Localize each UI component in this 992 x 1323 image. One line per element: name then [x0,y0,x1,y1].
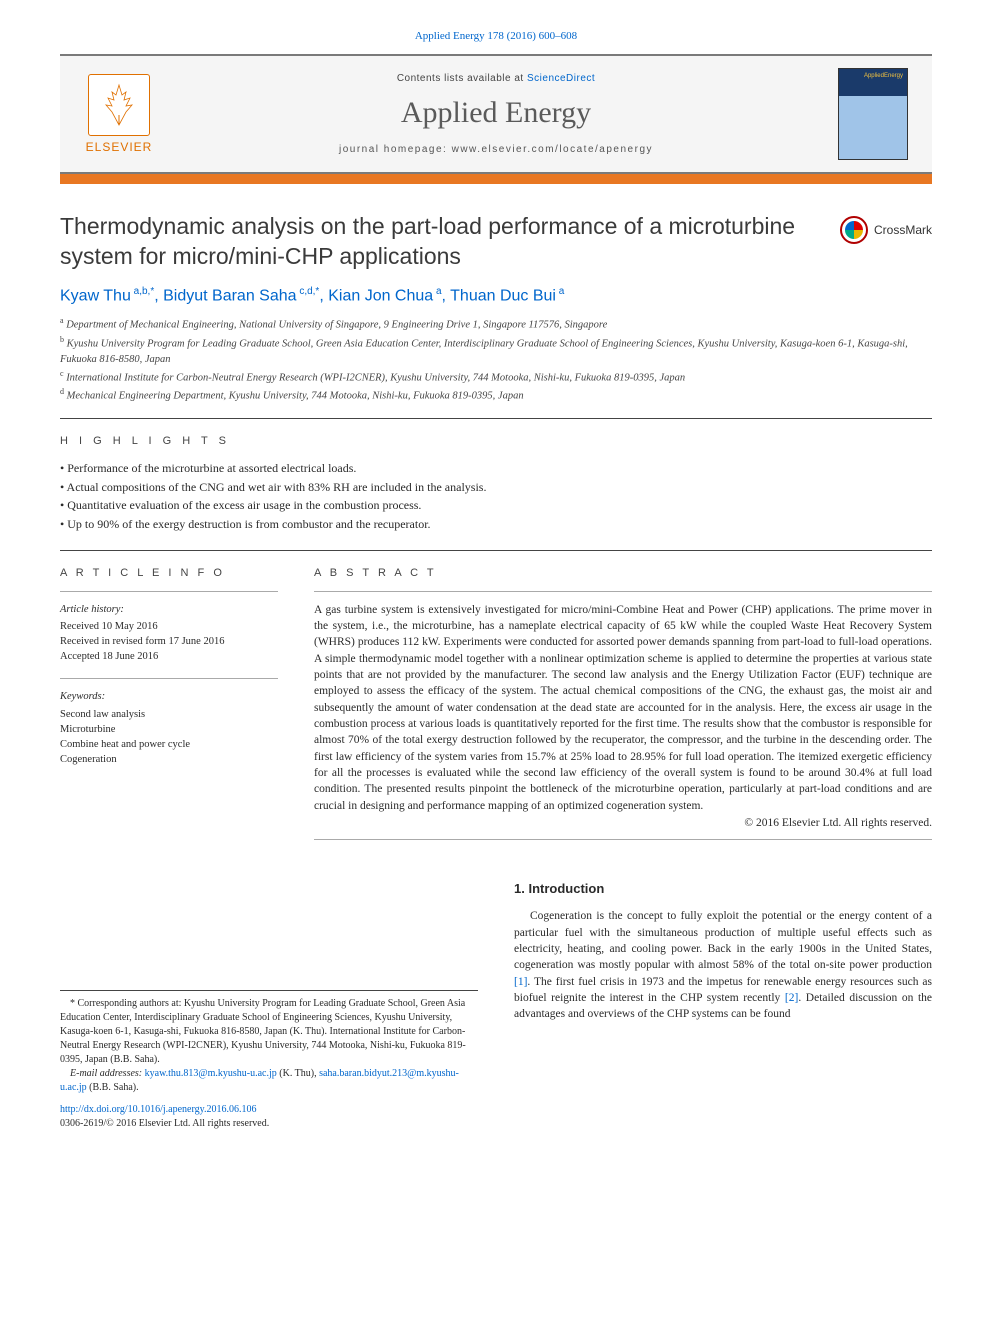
highlight-item: Performance of the microturbine at assor… [60,459,932,478]
sciencedirect-link[interactable]: ScienceDirect [527,73,595,84]
divider-thin [60,591,278,592]
ref-link[interactable]: [2] [785,992,798,1004]
corresponding-label: * Corresponding authors at: [70,998,181,1009]
affiliation: a Department of Mechanical Engineering, … [60,315,932,333]
keyword: Microturbine [60,722,278,737]
journal-banner: ELSEVIER Contents lists available at Sci… [60,54,932,174]
email-owner: (K. Thu), [277,1068,319,1079]
contents-line: Contents lists available at ScienceDirec… [164,73,828,84]
affiliation: d Mechanical Engineering Department, Kyu… [60,386,932,404]
contents-prefix: Contents lists available at [397,73,527,84]
authors-line: Kyaw Thu a,b,*, Bidyut Baran Saha c,d,*,… [60,286,932,305]
abstract-column: A B S T R A C T A gas turbine system is … [314,567,932,850]
affiliation: b Kyushu University Program for Leading … [60,334,932,367]
introduction-heading: 1. Introduction [514,880,932,898]
highlight-item: Actual compositions of the CNG and wet a… [60,478,932,497]
body-two-col: * Corresponding authors at: Kyushu Unive… [60,880,932,1131]
left-column: * Corresponding authors at: Kyushu Unive… [60,880,478,1131]
homepage-url: www.elsevier.com/locate/apenergy [452,144,653,155]
divider-thin [314,839,932,840]
divider [60,418,932,419]
cover-block: AppliedEnergy [828,68,918,160]
affiliations: a Department of Mechanical Engineering, … [60,315,932,404]
email-link[interactable]: kyaw.thu.813@m.kyushu-u.ac.jp [145,1068,277,1079]
right-column: 1. Introduction Cogeneration is the conc… [514,880,932,1131]
elsevier-tree-icon [88,74,150,136]
orange-divider [60,174,932,184]
homepage-line: journal homepage: www.elsevier.com/locat… [164,144,828,155]
divider-thin [314,591,932,592]
divider [60,550,932,551]
divider-thin [60,678,278,679]
crossmark-label: CrossMark [874,223,932,237]
corresponding-footnote: * Corresponding authors at: Kyushu Unive… [60,990,478,1095]
doi-link[interactable]: http://dx.doi.org/10.1016/j.apenergy.201… [60,1104,256,1115]
banner-center: Contents lists available at ScienceDirec… [164,73,828,155]
keywords-block: Keywords: Second law analysis Microturbi… [60,689,278,767]
history-item: Accepted 18 June 2016 [60,649,278,664]
keyword: Combine heat and power cycle [60,737,278,752]
introduction-paragraph: Cogeneration is the concept to fully exp… [514,908,932,1022]
article-info-label: A R T I C L E I N F O [60,567,278,579]
doi-block: http://dx.doi.org/10.1016/j.apenergy.201… [60,1103,478,1131]
highlights-label: H I G H L I G H T S [60,435,932,447]
page-root: Applied Energy 178 (2016) 600–608 ELSEVI… [0,0,992,1171]
history-item: Received 10 May 2016 [60,619,278,634]
journal-cover-icon: AppliedEnergy [838,68,908,160]
email-owner: (B.B. Saha). [87,1082,139,1093]
email-label: E-mail addresses: [70,1068,145,1079]
highlights-list: Performance of the microturbine at assor… [60,459,932,533]
top-citation: Applied Energy 178 (2016) 600–608 [60,30,932,42]
history-block: Article history: Received 10 May 2016 Re… [60,602,278,665]
publisher-block: ELSEVIER [74,74,164,154]
abstract-copyright: © 2016 Elsevier Ltd. All rights reserved… [314,817,932,829]
highlight-item: Quantitative evaluation of the excess ai… [60,496,932,515]
article-title: Thermodynamic analysis on the part-load … [60,212,820,272]
keywords-label: Keywords: [60,689,278,704]
keyword: Cogeneration [60,752,278,767]
homepage-prefix: journal homepage: [339,144,452,155]
ref-link[interactable]: [1] [514,976,527,988]
highlight-item: Up to 90% of the exergy destruction is f… [60,515,932,534]
crossmark-widget[interactable]: CrossMark [840,216,932,244]
issn-line: 0306-2619/© 2016 Elsevier Ltd. All right… [60,1118,269,1129]
cover-title-text: AppliedEnergy [864,73,903,79]
abstract-label: A B S T R A C T [314,567,932,579]
publisher-name: ELSEVIER [86,140,153,154]
author-link[interactable]: Thuan Duc Bui [450,287,556,304]
history-item: Received in revised form 17 June 2016 [60,634,278,649]
citation-link[interactable]: Applied Energy 178 (2016) 600–608 [415,30,577,42]
crossmark-icon [840,216,868,244]
article-info-column: A R T I C L E I N F O Article history: R… [60,567,278,850]
author-link[interactable]: Kyaw Thu [60,287,131,304]
author-link[interactable]: Kian Jon Chua [328,287,433,304]
keyword: Second law analysis [60,707,278,722]
abstract-text: A gas turbine system is extensively inve… [314,602,932,814]
history-label: Article history: [60,602,278,617]
journal-name: Applied Energy [164,96,828,130]
affiliation: c International Institute for Carbon-Neu… [60,368,932,386]
title-row: Thermodynamic analysis on the part-load … [60,212,932,272]
info-abstract-row: A R T I C L E I N F O Article history: R… [60,567,932,850]
author-link[interactable]: Bidyut Baran Saha [163,287,296,304]
